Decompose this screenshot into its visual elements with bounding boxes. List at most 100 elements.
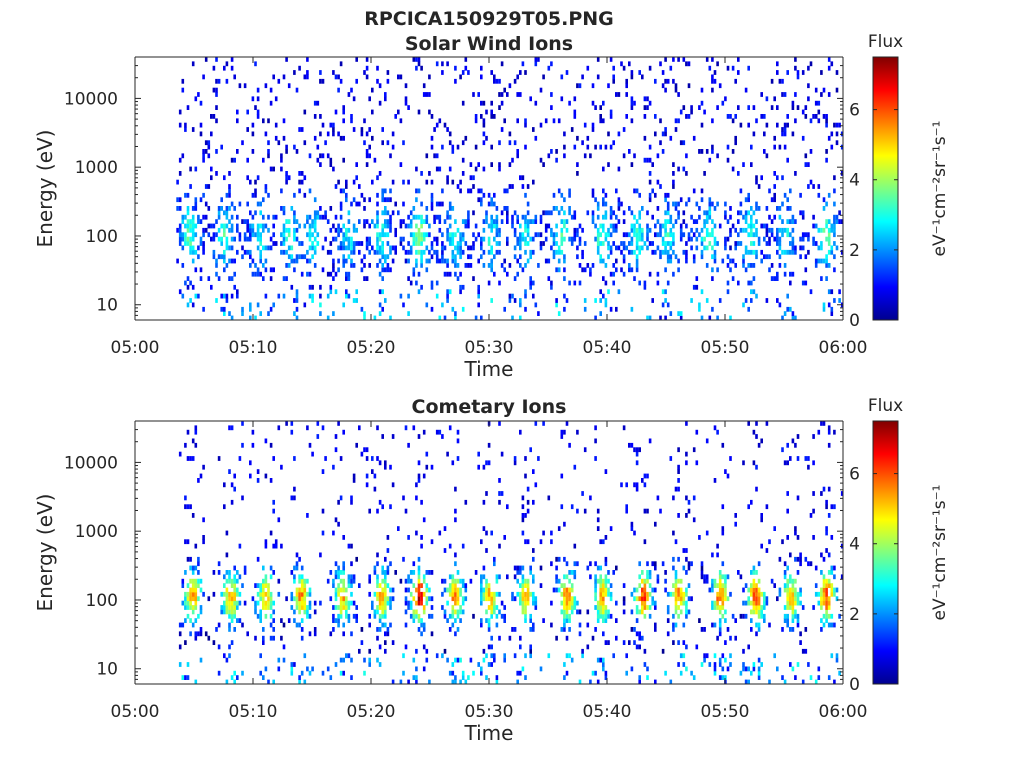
- flux-pixel: [339, 657, 343, 663]
- flux-pixel: [215, 78, 218, 84]
- flux-pixel: [225, 657, 229, 663]
- flux-pixel: [752, 289, 756, 295]
- flux-pixel: [773, 214, 776, 220]
- flux-pixel: [360, 306, 364, 312]
- flux-pixel: [334, 596, 338, 602]
- flux-pixel: [534, 135, 538, 141]
- flux-pixel: [794, 249, 797, 255]
- flux-pixel: [225, 192, 229, 198]
- flux-pixel: [241, 495, 244, 501]
- flux-pixel: [716, 241, 719, 246]
- flux-pixel: [604, 609, 608, 615]
- flux-pixel: [337, 565, 340, 571]
- flux-pixel: [659, 140, 662, 146]
- flux-pixel: [542, 162, 545, 167]
- flux-pixel: [833, 122, 836, 128]
- flux-pixel: [786, 249, 789, 255]
- flux-pixel: [191, 596, 195, 602]
- flux-pixel: [791, 587, 795, 593]
- flux-pixel: [251, 96, 255, 102]
- flux-pixel: [596, 206, 600, 211]
- flux-pixel: [233, 587, 236, 593]
- flux-pixel: [495, 613, 499, 619]
- flux-pixel: [563, 131, 566, 137]
- flux-pixel: [428, 232, 431, 238]
- flux-pixel: [791, 227, 795, 233]
- flux-pixel: [412, 570, 416, 575]
- flux-pixel: [718, 675, 722, 680]
- flux-pixel: [345, 609, 348, 615]
- flux-pixel: [420, 223, 423, 229]
- flux-pixel: [713, 249, 717, 255]
- flux-pixel: [711, 87, 714, 93]
- flux-pixel: [384, 570, 387, 575]
- flux-pixel: [721, 504, 725, 510]
- flux-pixel: [825, 587, 828, 593]
- flux-pixel: [833, 175, 836, 181]
- flux-pixel: [630, 249, 634, 255]
- flux-pixel: [202, 249, 205, 255]
- flux-pixel: [770, 232, 774, 238]
- flux-pixel: [425, 596, 429, 602]
- flux-pixel: [459, 249, 462, 255]
- flux-pixel: [342, 565, 345, 571]
- flux-pixel: [560, 241, 564, 246]
- flux-pixel: [184, 618, 187, 623]
- flux-pixel: [358, 219, 361, 224]
- flux-pixel: [739, 201, 743, 207]
- flux-pixel: [641, 570, 644, 575]
- flux-pixel: [563, 622, 566, 628]
- flux-pixel: [350, 591, 353, 597]
- flux-pixel: [646, 232, 649, 238]
- flux-pixel: [539, 214, 543, 220]
- flux-pixel: [412, 425, 416, 431]
- flux-pixel: [407, 293, 410, 299]
- flux-pixel: [178, 232, 182, 238]
- flux-pixel: [532, 236, 535, 242]
- flux-pixel: [604, 232, 608, 238]
- flux-pixel: [700, 197, 704, 203]
- flux-pixel: [705, 57, 709, 62]
- flux-pixel: [560, 206, 564, 211]
- flux-pixel: [417, 249, 421, 255]
- flux-pixel: [332, 131, 335, 137]
- flux-pixel: [251, 149, 255, 154]
- flux-pixel: [178, 157, 182, 163]
- flux-pixel: [456, 578, 460, 584]
- flux-pixel: [794, 591, 797, 597]
- flux-pixel: [822, 421, 826, 426]
- flux-pixel: [241, 670, 244, 676]
- flux-pixel: [622, 271, 626, 277]
- flux-pixel: [210, 175, 213, 181]
- flux-pixel: [560, 434, 564, 439]
- flux-pixel: [576, 227, 579, 233]
- flux-pixel: [256, 613, 260, 619]
- flux-pixel: [347, 574, 351, 580]
- flux-pixel: [718, 578, 722, 584]
- flux-pixel: [230, 276, 234, 281]
- colorbar-tick-label: 6: [849, 465, 860, 485]
- flux-pixel: [194, 232, 198, 238]
- flux-pixel: [789, 552, 792, 558]
- flux-pixel: [199, 197, 203, 203]
- flux-pixel: [539, 157, 543, 163]
- flux-pixel: [666, 219, 670, 224]
- flux-pixel: [726, 144, 730, 150]
- flux-pixel: [430, 201, 434, 207]
- flux-pixel: [186, 605, 190, 610]
- flux-pixel: [262, 675, 265, 680]
- flux-pixel: [482, 591, 486, 597]
- flux-pixel: [269, 267, 273, 273]
- flux-pixel: [358, 648, 361, 654]
- flux-pixel: [817, 109, 821, 115]
- flux-pixel: [583, 267, 587, 273]
- flux-pixel: [202, 517, 205, 523]
- flux-pixel: [685, 249, 688, 255]
- flux-pixel: [524, 675, 527, 680]
- flux-pixel: [630, 666, 634, 672]
- flux-pixel: [241, 421, 244, 426]
- flux-pixel: [695, 219, 699, 224]
- flux-pixel: [656, 574, 660, 580]
- flux-pixel: [596, 245, 600, 251]
- flux-pixel: [298, 591, 301, 597]
